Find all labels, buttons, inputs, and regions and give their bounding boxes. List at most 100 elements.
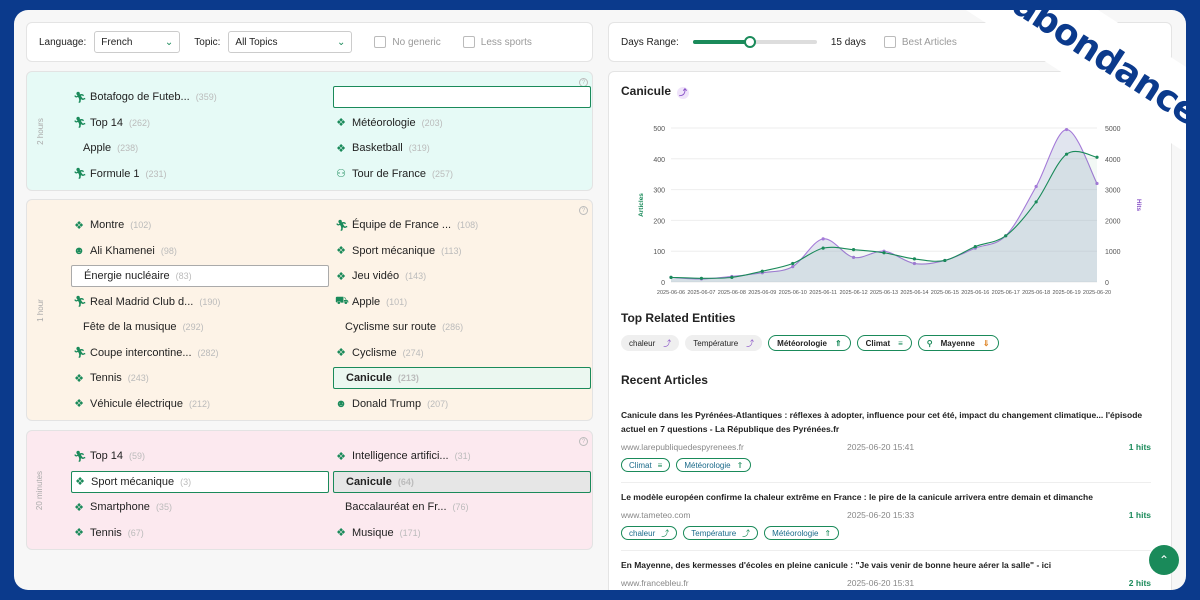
less-sports-checkbox[interactable]: Less sports [462, 36, 532, 48]
checkbox-box[interactable] [374, 36, 387, 48]
chip-label: Température [693, 338, 739, 348]
slider-handle[interactable] [743, 36, 756, 48]
checkbox-box[interactable] [883, 36, 896, 48]
entity-name: Basketball [352, 142, 403, 154]
entity-item[interactable]: 🏃︎ Botafogo de Futeb... (359) [71, 86, 223, 108]
entity-search-input[interactable] [333, 86, 591, 108]
data-point [882, 251, 886, 255]
entity-item[interactable]: 🏃︎ Équipe de France ... (108) [333, 214, 484, 236]
x-tick-label: 2025-06-19 [1053, 290, 1081, 296]
article-item[interactable]: En Mayenne, des kermesses d'écoles en pl… [621, 558, 1151, 588]
entity-item[interactable]: ❖ Intelligence artifici... (31) [333, 445, 477, 467]
entity-item[interactable]: Canicule (64) [333, 470, 591, 493]
article-tag[interactable]: Météorologie ⇑ [676, 458, 752, 472]
article-item[interactable]: Canicule dans les Pyrénées-Atlantiques :… [621, 408, 1151, 472]
less-sports-label: Less sports [480, 36, 532, 48]
entity-item[interactable]: ❖ Jeu vidéo (143) [333, 265, 432, 287]
article-title[interactable]: En Mayenne, des kermesses d'écoles en pl… [621, 560, 1052, 570]
y-tick-label-right: 2000 [1105, 218, 1121, 225]
article-tags: Climat ≡ Météorologie ⇑ [621, 458, 1151, 472]
entity-item[interactable]: Fête de la musique (292) [71, 316, 210, 338]
entity-name: Donald Trump [352, 397, 422, 410]
entity-item[interactable]: ❖ Smartphone (35) [71, 496, 178, 518]
related-entity-chip[interactable]: ⚲ Mayenne ⇓ [917, 335, 999, 351]
x-tick-label: 2025-06-16 [961, 290, 989, 296]
language-select[interactable]: French ⌄ [94, 31, 181, 53]
article-source[interactable]: www.francebleu.fr [621, 578, 689, 588]
article-tag[interactable]: Température ⤴ [683, 526, 759, 540]
entity-item[interactable]: ❖ Tennis (243) [71, 367, 155, 389]
entity-item[interactable]: 🏃︎ Coupe intercontine... (282) [71, 342, 225, 364]
entity-item[interactable]: ☻ Donald Trump (207) [333, 393, 454, 415]
data-point [973, 244, 977, 249]
data-point [1004, 234, 1008, 238]
article-tag[interactable]: chaleur ⤴ [621, 526, 678, 540]
entity-item[interactable]: ⚇ Tour de France (257) [333, 163, 459, 185]
entity-item[interactable]: ❖ Sport mécanique (113) [333, 240, 468, 262]
data-point [699, 276, 704, 280]
article-title[interactable]: Le modèle européen confirme la chaleur e… [621, 492, 1093, 502]
runner-icon: 🏃︎ [73, 168, 87, 180]
chevron-down-icon: ⌄ [164, 36, 174, 48]
entity-item[interactable]: Canicule (213) [333, 367, 591, 389]
topic-icon: ❖ [336, 117, 346, 129]
entity-item[interactable]: 🏃︎ Formule 1 (231) [71, 163, 173, 185]
article-title[interactable]: Canicule dans les Pyrénées-Atlantiques :… [621, 410, 1143, 434]
entity-item[interactable]: ❖ Musique (171) [333, 522, 427, 544]
group-1-hour: 1 hour ? ❖ Montre (102) ☻ Ali Khamenei (98) Én… [26, 199, 593, 421]
entity-count: (3) [180, 476, 192, 487]
entity-item[interactable]: 🏃︎ Real Madrid Club d... (190) [71, 291, 226, 313]
entity-item[interactable]: ☻ Ali Khamenei (98) [71, 240, 183, 262]
related-entity-chip[interactable]: Météorologie ⇑ [768, 335, 851, 351]
article-source[interactable]: www.larepubliquedespyrenees.fr [621, 442, 744, 452]
chevron-up-icon: ⌃ [1158, 553, 1170, 567]
y-tick-label-left: 200 [653, 218, 665, 225]
entity-item[interactable]: ❖ Montre (102) [71, 214, 157, 236]
cart-icon: ⛟ [335, 294, 349, 307]
no-generic-checkbox[interactable]: No generic [374, 36, 441, 48]
entity-name: Apple [352, 295, 381, 308]
topic-icon: ❖ [74, 501, 84, 514]
trend-arrow-icon: ≡ [657, 460, 663, 470]
entity-item[interactable]: ❖ Sport mécanique (3) [71, 470, 329, 493]
article-tag[interactable]: Météorologie ⇑ [764, 526, 840, 540]
entity-item[interactable]: ❖ Véhicule électrique (212) [71, 393, 216, 415]
related-entity-chip[interactable]: Climat ≡ [856, 335, 912, 351]
y-tick-label-left: 400 [653, 157, 665, 164]
entity-item[interactable]: ⛟ Apple (101) [333, 291, 413, 313]
days-range-slider[interactable] [692, 36, 817, 48]
x-tick-label: 2025-06-12 [840, 290, 868, 296]
entity-item[interactable]: ❖ Cyclisme (274) [333, 342, 430, 364]
related-entity-chip[interactable]: chaleur ⤴ [621, 335, 680, 351]
entity-name: Jeu vidéo [352, 270, 400, 282]
days-range-label: Days Range: [621, 36, 679, 48]
related-entity-chip[interactable]: Température ⤴ [685, 335, 763, 351]
topic-select[interactable]: All Topics ⌄ [228, 31, 353, 53]
chip-label: Météorologie [777, 338, 827, 348]
entity-item[interactable]: ❖ Basketball (319) [333, 137, 436, 159]
help-icon[interactable]: ? [579, 437, 588, 446]
scroll-top-button[interactable]: ⌃ [1149, 545, 1179, 575]
no-generic-label: No generic [392, 36, 441, 48]
topic-icon: ❖ [74, 398, 84, 410]
article-tag[interactable]: Climat ≡ [621, 458, 671, 472]
best-articles-checkbox[interactable]: Best Articles [883, 36, 957, 48]
x-tick-label: 2025-06-07 [687, 290, 715, 296]
article-item[interactable]: Le modèle européen confirme la chaleur e… [621, 490, 1151, 540]
topic-icon: ❖ [74, 372, 84, 385]
entity-count: (101) [386, 296, 408, 307]
entity-item[interactable]: 🏃︎ Top 14 (59) [71, 445, 151, 467]
entity-item[interactable]: ❖ Tennis (67) [71, 522, 150, 544]
entity-item[interactable]: ❖ Météorologie (203) [333, 112, 449, 134]
entity-item[interactable]: Apple (238) [71, 137, 144, 159]
y-axis-label-left: Articles [638, 193, 645, 217]
entity-item[interactable]: Baccalauréat en Fr... (76) [333, 496, 475, 518]
help-icon[interactable]: ? [579, 206, 588, 215]
entity-item[interactable]: Énergie nucléaire (83) [71, 265, 329, 287]
checkbox-box[interactable] [462, 36, 475, 48]
article-source[interactable]: www.tameteo.com [621, 510, 691, 520]
entity-item[interactable]: 🏃︎ Top 14 (262) [71, 112, 156, 134]
entity-item[interactable]: Cyclisme sur route (286) [333, 316, 469, 338]
article-hits: 1 hits [1128, 510, 1151, 520]
data-point [791, 261, 795, 266]
